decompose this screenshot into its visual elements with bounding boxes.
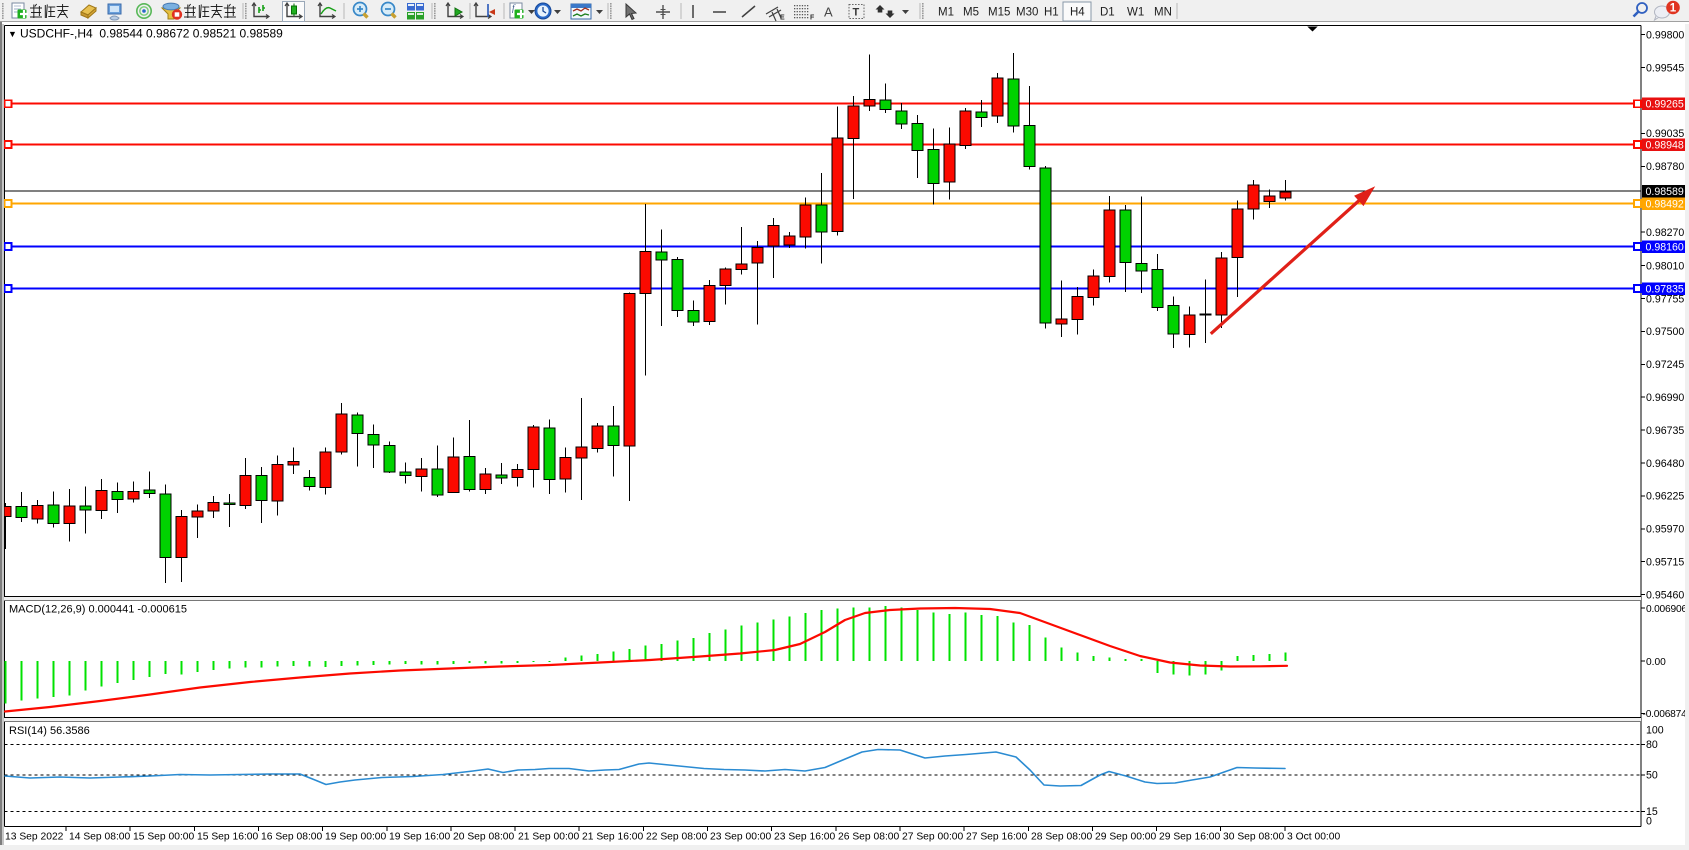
- svg-text:H1: H1: [1044, 7, 1059, 19]
- svg-text:23 Sep 00:00: 23 Sep 00:00: [710, 832, 772, 843]
- svg-text:21 Sep 00:00: 21 Sep 00:00: [518, 832, 580, 843]
- svg-text:29 Sep 00:00: 29 Sep 00:00: [1095, 832, 1157, 843]
- svg-text:M30: M30: [1016, 7, 1038, 19]
- svg-text:16 Sep 08:00: 16 Sep 08:00: [261, 832, 323, 843]
- svg-text:23 Sep 16:00: 23 Sep 16:00: [774, 832, 836, 843]
- svg-text:0.99265: 0.99265: [1646, 99, 1684, 111]
- svg-text:0.98589: 0.98589: [1646, 186, 1684, 198]
- svg-text:M5: M5: [963, 7, 979, 19]
- svg-text:27 Sep 00:00: 27 Sep 00:00: [902, 832, 964, 843]
- svg-text:0.96990: 0.96990: [1646, 392, 1684, 404]
- svg-text:0.97835: 0.97835: [1646, 283, 1684, 295]
- svg-text:27 Sep 16:00: 27 Sep 16:00: [966, 832, 1028, 843]
- svg-text:50: 50: [1646, 770, 1658, 782]
- svg-text:20 Sep 08:00: 20 Sep 08:00: [453, 832, 515, 843]
- svg-text:0.99035: 0.99035: [1646, 128, 1684, 140]
- svg-text:f: f: [512, 3, 516, 13]
- svg-text:14 Sep 08:00: 14 Sep 08:00: [69, 832, 131, 843]
- svg-text:15 Sep 16:00: 15 Sep 16:00: [197, 832, 259, 843]
- svg-text:-0.006874: -0.006874: [1643, 709, 1688, 720]
- svg-text:19 Sep 00:00: 19 Sep 00:00: [325, 832, 387, 843]
- svg-text:0.98780: 0.98780: [1646, 161, 1684, 173]
- svg-text:F: F: [810, 15, 815, 22]
- svg-text:13 Sep 2022: 13 Sep 2022: [5, 832, 64, 843]
- svg-text:0.006906: 0.006906: [1646, 604, 1687, 615]
- svg-text:21 Sep 16:00: 21 Sep 16:00: [582, 832, 644, 843]
- svg-text:0.95460: 0.95460: [1646, 589, 1684, 601]
- svg-text:0.98160: 0.98160: [1646, 242, 1684, 254]
- svg-text:M15: M15: [988, 7, 1010, 19]
- svg-text:MN: MN: [1154, 7, 1172, 19]
- svg-text:W1: W1: [1127, 7, 1144, 19]
- svg-text:0.96225: 0.96225: [1646, 491, 1684, 503]
- svg-text:A: A: [824, 5, 833, 20]
- svg-text:RSI(14) 56.3586: RSI(14) 56.3586: [9, 725, 90, 737]
- svg-text:19 Sep 16:00: 19 Sep 16:00: [389, 832, 451, 843]
- svg-text:0.98948: 0.98948: [1646, 140, 1684, 152]
- svg-text:3 Oct 00:00: 3 Oct 00:00: [1287, 832, 1341, 843]
- svg-text:0.96735: 0.96735: [1646, 425, 1684, 437]
- svg-text:80: 80: [1646, 739, 1658, 751]
- svg-text:0.96480: 0.96480: [1646, 458, 1684, 470]
- svg-text:0.95715: 0.95715: [1646, 557, 1684, 569]
- svg-text:15 Sep 00:00: 15 Sep 00:00: [133, 832, 195, 843]
- svg-text:0.99800: 0.99800: [1646, 30, 1684, 42]
- svg-text:0: 0: [1646, 815, 1652, 827]
- svg-text:22 Sep 08:00: 22 Sep 08:00: [646, 832, 708, 843]
- svg-text:0.98492: 0.98492: [1646, 198, 1684, 210]
- svg-text:0.99545: 0.99545: [1646, 62, 1684, 74]
- svg-text:30 Sep 08:00: 30 Sep 08:00: [1223, 832, 1285, 843]
- svg-text:0.95970: 0.95970: [1646, 524, 1684, 536]
- svg-text:▼: ▼: [8, 29, 17, 39]
- svg-text:0.97755: 0.97755: [1646, 293, 1684, 305]
- svg-text:29 Sep 16:00: 29 Sep 16:00: [1159, 832, 1221, 843]
- svg-text:0.98010: 0.98010: [1646, 260, 1684, 272]
- svg-text:0.98270: 0.98270: [1646, 227, 1684, 239]
- svg-text:28 Sep 08:00: 28 Sep 08:00: [1031, 832, 1093, 843]
- svg-text:0.97245: 0.97245: [1646, 359, 1684, 371]
- svg-text:USDCHF-,H4 0.98544 0.98672 0.: USDCHF-,H4 0.98544 0.98672 0.98521 0.985…: [20, 27, 283, 41]
- svg-text:100: 100: [1646, 724, 1664, 736]
- svg-text:D1: D1: [1100, 7, 1115, 19]
- svg-text:15: 15: [1646, 806, 1658, 818]
- svg-text:MACD(12,26,9) 0.000441 -0.0006: MACD(12,26,9) 0.000441 -0.000615: [9, 604, 187, 616]
- svg-text:E: E: [780, 15, 785, 22]
- svg-text:M1: M1: [938, 7, 954, 19]
- svg-text:T: T: [853, 7, 860, 19]
- svg-text:0.97500: 0.97500: [1646, 326, 1684, 338]
- svg-text:H4: H4: [1070, 7, 1085, 19]
- svg-text:0.00: 0.00: [1646, 657, 1666, 668]
- svg-text:26 Sep 08:00: 26 Sep 08:00: [838, 832, 900, 843]
- svg-text:1: 1: [1670, 3, 1677, 15]
